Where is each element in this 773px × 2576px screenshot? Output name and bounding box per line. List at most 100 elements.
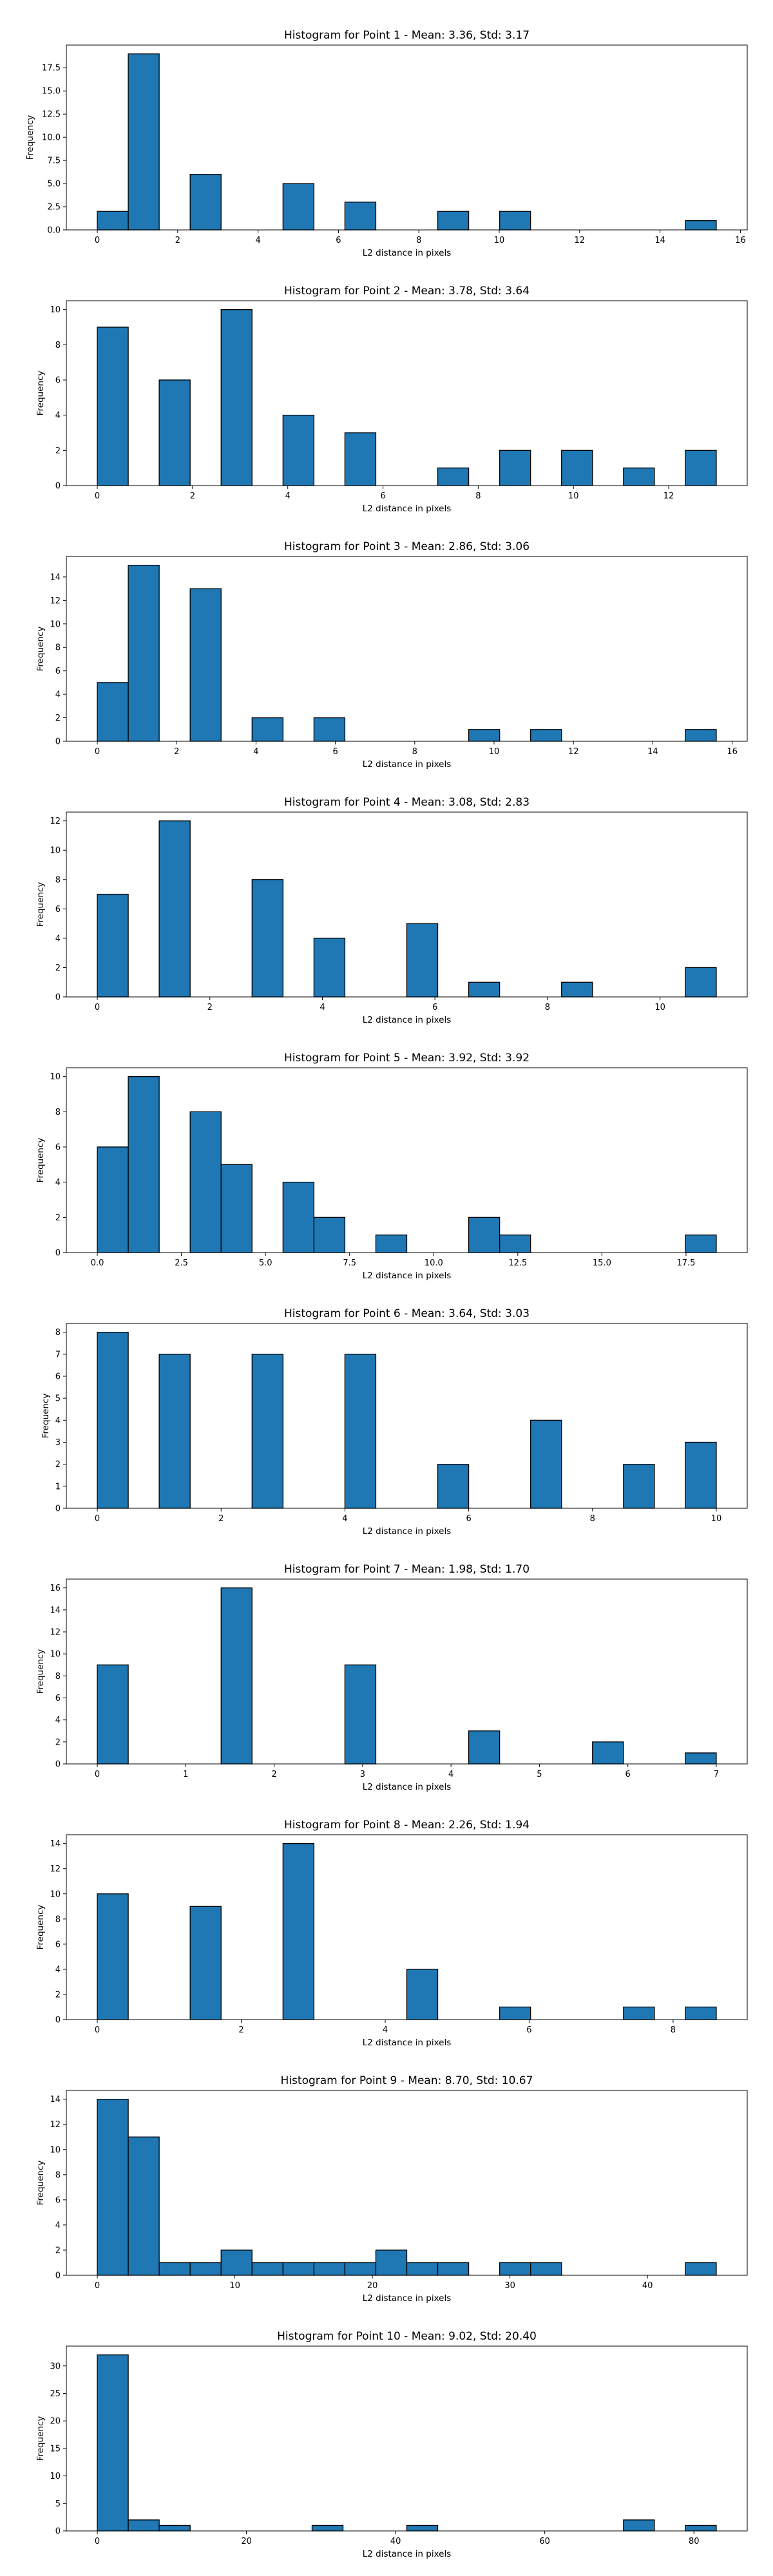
y-tick-label: 5.0 xyxy=(47,180,61,189)
x-axis-label: L2 distance in pixels xyxy=(363,2038,451,2048)
x-tick-label: 12 xyxy=(568,747,579,757)
x-tick-label: 10 xyxy=(494,236,505,245)
y-tick-label: 10 xyxy=(50,305,61,315)
x-tick-label: 15.0 xyxy=(593,1258,611,1268)
histogram-bar xyxy=(128,2519,160,2532)
x-axis-label: L2 distance in pixels xyxy=(363,504,451,514)
histogram-bar xyxy=(251,717,283,742)
histogram-bar xyxy=(158,2524,191,2532)
x-axis-label: L2 distance in pixels xyxy=(363,1015,451,1025)
histogram-bar xyxy=(97,893,129,998)
x-tick-label: 2 xyxy=(190,491,195,501)
y-tick-label: 4 xyxy=(55,1716,61,1725)
histogram-bar xyxy=(406,2524,439,2532)
histogram-bar xyxy=(97,1664,129,1765)
histogram-bar xyxy=(344,2262,377,2276)
plot-frame xyxy=(66,2090,748,2276)
y-tick-label: 16 xyxy=(50,1584,61,1593)
histogram-bar xyxy=(685,2006,717,2020)
y-tick-label: 10 xyxy=(50,1072,61,1082)
histogram-bar xyxy=(282,415,315,486)
y-tick-label: 2.5 xyxy=(47,203,61,213)
histogram-bar xyxy=(220,1587,253,1765)
y-tick-label: 0 xyxy=(55,2271,61,2281)
histogram-bar xyxy=(128,2136,160,2276)
y-axis-label: Frequency xyxy=(41,1394,51,1439)
plot-frame xyxy=(66,556,748,742)
histogram-bar xyxy=(344,1354,377,1509)
histogram-bar xyxy=(468,1730,501,1765)
x-axis-label: L2 distance in pixels xyxy=(363,1782,451,1792)
y-axis-label: Frequency xyxy=(35,2416,46,2461)
histogram-bar xyxy=(344,1664,377,1765)
y-tick-label: 12 xyxy=(50,2120,61,2130)
x-axis-label: L2 distance in pixels xyxy=(363,1526,451,1537)
histogram-bar xyxy=(189,588,222,742)
x-tick-label: 0 xyxy=(95,1003,100,1012)
histogram-bar xyxy=(97,682,129,742)
y-tick-label: 12 xyxy=(50,817,61,826)
x-tick-label: 60 xyxy=(539,2537,550,2546)
y-tick-label: 2 xyxy=(55,1460,61,1470)
x-tick-label: 16 xyxy=(735,236,746,245)
x-tick-label: 40 xyxy=(642,2281,653,2291)
y-tick-label: 0 xyxy=(55,737,61,747)
x-tick-label: 2 xyxy=(238,2025,243,2035)
y-tick-label: 8 xyxy=(55,341,61,350)
y-tick-label: 10 xyxy=(50,1650,61,1660)
chart-title: Histogram for Point 7 - Mean: 1.98, Std:… xyxy=(284,1563,530,1576)
x-tick-label: 5.0 xyxy=(259,1258,272,1268)
histogram-bar xyxy=(375,2249,408,2276)
histogram-bar xyxy=(97,327,129,486)
x-tick-label: 12 xyxy=(575,236,586,245)
x-tick-label: 0 xyxy=(95,2537,100,2546)
y-tick-label: 8 xyxy=(55,2170,61,2180)
plot-frame xyxy=(66,300,748,486)
histogram-bar xyxy=(344,202,377,231)
y-tick-label: 4 xyxy=(55,690,61,700)
x-tick-label: 8 xyxy=(416,236,421,245)
y-tick-label: 1 xyxy=(55,1482,61,1492)
x-tick-label: 40 xyxy=(390,2537,401,2546)
x-tick-label: 10 xyxy=(568,491,579,501)
histogram-bar xyxy=(128,53,160,231)
histogram-bar xyxy=(406,2262,439,2276)
y-tick-label: 2 xyxy=(55,714,61,723)
histogram-panel-9: Histogram for Point 9 - Mean: 8.70, Std:… xyxy=(35,2074,748,2304)
x-tick-label: 20 xyxy=(241,2537,252,2546)
x-tick-label: 8 xyxy=(475,491,481,501)
histogram-panel-10: Histogram for Point 10 - Mean: 9.02, Std… xyxy=(35,2330,748,2559)
histogram-bar xyxy=(685,1752,717,1765)
y-tick-label: 2 xyxy=(55,963,61,973)
x-tick-label: 6 xyxy=(432,1003,437,1012)
x-tick-label: 3 xyxy=(360,1770,365,1779)
y-tick-label: 0 xyxy=(55,482,61,491)
histogram-bar xyxy=(375,1235,408,1253)
histogram-bar xyxy=(189,1906,222,2020)
histogram-bar xyxy=(282,1843,315,2020)
x-tick-label: 0 xyxy=(95,1514,100,1524)
chart-title: Histogram for Point 10 - Mean: 9.02, Std… xyxy=(277,2330,537,2343)
y-tick-label: 2 xyxy=(55,2246,61,2255)
histogram-panel-8: Histogram for Point 8 - Mean: 2.26, Std:… xyxy=(35,1819,748,2048)
chart-title: Histogram for Point 1 - Mean: 3.36, Std:… xyxy=(284,29,530,42)
histogram-bar xyxy=(313,1217,346,1253)
x-tick-label: 10 xyxy=(711,1514,722,1524)
histogram-bar xyxy=(406,923,439,998)
y-tick-label: 8 xyxy=(55,1915,61,1924)
y-tick-label: 25 xyxy=(50,2389,61,2399)
histogram-panel-4: Histogram for Point 4 - Mean: 3.08, Std:… xyxy=(35,796,748,1025)
histogram-bar xyxy=(468,1217,501,1253)
y-axis-label: Frequency xyxy=(25,115,35,160)
x-tick-label: 17.5 xyxy=(676,1258,695,1268)
plot-frame xyxy=(66,2345,748,2532)
y-tick-label: 17.5 xyxy=(42,64,61,73)
histogram-bar xyxy=(561,450,593,486)
y-tick-label: 12 xyxy=(50,1628,61,1638)
x-tick-label: 4 xyxy=(448,1770,453,1779)
y-tick-label: 0 xyxy=(55,1760,61,1770)
x-tick-label: 2 xyxy=(174,747,179,757)
histogram-bar xyxy=(499,2006,531,2020)
y-axis-label: Frequency xyxy=(35,2161,46,2206)
x-tick-label: 0 xyxy=(95,2025,100,2035)
